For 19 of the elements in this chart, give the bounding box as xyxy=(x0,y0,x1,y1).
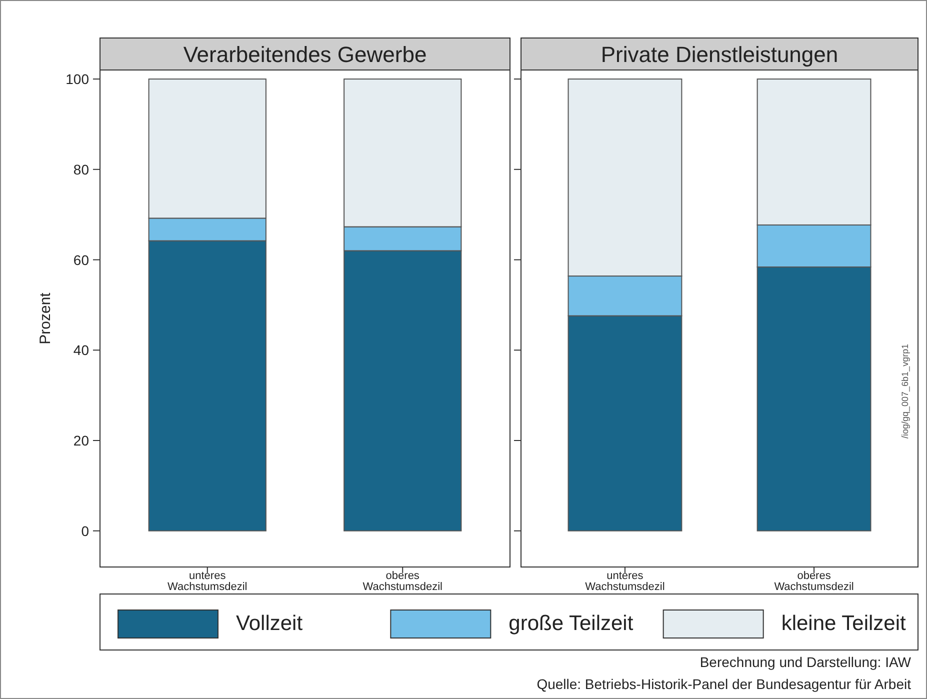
y-tick-label: 80 xyxy=(73,161,90,178)
x-tick-label: oberes Wachstumsdezil xyxy=(774,570,854,593)
y-tick-label: 20 xyxy=(73,432,90,448)
y-tick-label: 0 xyxy=(81,522,90,539)
y-tick-label: 60 xyxy=(73,252,90,268)
legend-label: Vollzeit xyxy=(236,612,303,635)
x-tick-label: unteres Wachstumsdezil xyxy=(168,570,248,593)
legend-label: große Teilzeit xyxy=(508,612,634,635)
x-tick-label: oberes Wachstumsdezil xyxy=(362,570,442,593)
chart-title: Verarbeitendes Gewerbe xyxy=(183,42,427,67)
y-axis-title: Prozent xyxy=(37,292,54,344)
source-note: Quelle: Betriebs-Historik-Panel der Bundesagentur für Arbeit xyxy=(536,676,912,692)
y-tick-label: 40 xyxy=(73,342,90,358)
x-tick-label: unteres Wachstumsdezil xyxy=(585,570,665,593)
annotation: /iog/gq_007_6b1_vgrp1 xyxy=(900,344,910,438)
legend-label: kleine Teilzeit xyxy=(781,612,906,635)
y-tick-label: 100 xyxy=(66,71,90,88)
chart-title: Private Dienstleistungen xyxy=(600,42,838,67)
text: Berechnung und Darstellung: IAW xyxy=(700,654,912,670)
